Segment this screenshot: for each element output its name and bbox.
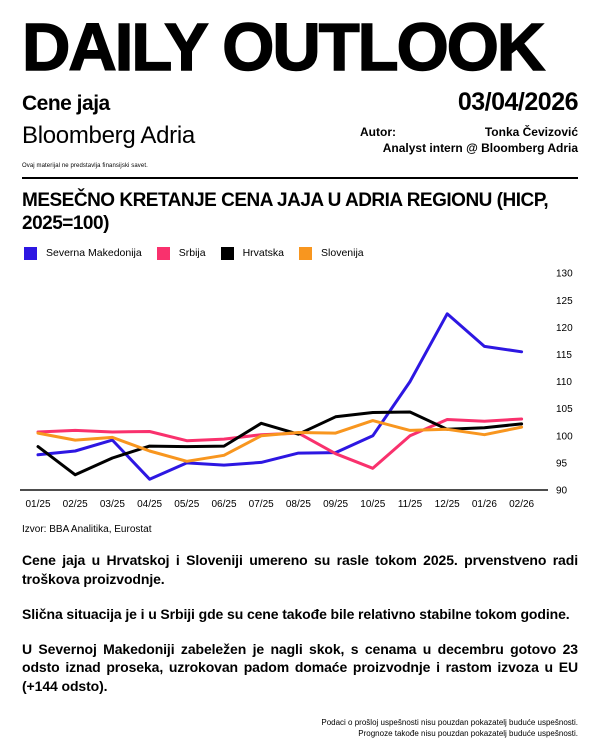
y-tick-label: 125 (556, 296, 573, 307)
x-tick-label: 08/25 (286, 499, 311, 510)
author-name: Tonka Čevizović (484, 125, 578, 140)
paragraph-croatia-slovenia: Cene jaja u Hrvatskoj i Sloveniji umeren… (22, 551, 578, 587)
chart-section: MESEČNO KRETANJE CENA JAJA U ADRIA REGIO… (20, 190, 578, 535)
x-tick-label: 05/25 (174, 499, 199, 510)
x-tick-label: 06/25 (211, 499, 236, 510)
line-chart: 90 95 100 105 110 115 120 125 130 01/25 02/25 03/25… (20, 269, 573, 510)
y-tick-label: 105 (556, 404, 573, 415)
author-role: Analyst intern @ Bloomberg Adria (382, 140, 578, 155)
y-tick-label: 90 (556, 485, 568, 496)
series-line-hrvatska (36, 410, 524, 477)
legend-swatch (24, 246, 37, 260)
series-line-severna-makedonija (36, 312, 524, 481)
header-disclaimer: Ovaj materijal ne predstavlja finansijsk… (22, 163, 148, 170)
issue-date: 03/04/2026 (457, 88, 579, 117)
x-tick-label: 11/25 (398, 499, 423, 510)
legend-swatch (299, 246, 313, 260)
legend-swatch (156, 246, 170, 260)
y-tick-label: 130 (556, 269, 573, 280)
brand-row: Bloomberg Adria Autor: Tonka Čevizović A… (22, 122, 578, 156)
footer-disclaimer-line1: Podaci o prošloj uspešnosti nisu pouzdan… (321, 717, 578, 727)
subject-title: Cene jaja (22, 92, 110, 116)
x-tick-label: 10/25 (360, 499, 385, 510)
x-tick-label: 04/25 (137, 499, 162, 510)
chart-title: MESEČNO KRETANJE CENA JAJA U ADRIA REGIO… (22, 190, 549, 234)
x-tick-label: 01/26 (472, 499, 497, 510)
author-block: Autor: Tonka Čevizović Analyst intern @ … (360, 122, 578, 156)
x-tick-label: 09/25 (323, 499, 348, 510)
commentary-section: Cene jaja u Hrvatskoj i Sloveniji umeren… (22, 551, 578, 696)
author-line: Autor: Tonka Čevizović (360, 125, 578, 141)
legend-swatch (220, 246, 234, 260)
x-tick-label: 01/25 (25, 499, 50, 510)
x-tick-label: 12/25 (435, 499, 460, 510)
source-line: Izvor: BBA Analitika, Eurostat (22, 523, 152, 535)
paragraph-serbia: Slična situacija je i u Srbiji gde su ce… (22, 605, 570, 622)
masthead-title: DAILY OUTLOOK (21, 10, 546, 85)
y-tick-label: 115 (556, 350, 572, 361)
legend-label: Severna Makedonija (46, 247, 142, 260)
page-header: DAILY OUTLOOK Cene jaja 03/04/2026 Bloom… (21, 0, 579, 170)
author-label: Autor: (360, 125, 396, 140)
subject-row: Cene jaja 03/04/2026 (22, 88, 579, 117)
y-tick-label: 110 (556, 377, 572, 388)
y-tick-label: 100 (556, 431, 573, 442)
brand-name: Bloomberg Adria (22, 122, 195, 150)
y-tick-label: 120 (556, 323, 573, 334)
x-tick-label: 07/25 (249, 499, 274, 510)
page-footer: Podaci o prošloj uspešnosti nisu pouzdan… (321, 717, 578, 740)
x-tick-label: 02/25 (63, 499, 88, 510)
chart-legend: Severna Makedonija Srbija Hrvatska Slovenij… (24, 246, 578, 260)
x-tick-label: 02/26 (509, 499, 534, 510)
y-tick-label: 95 (556, 458, 568, 469)
legend-item-slovenija: Slovenija (299, 246, 364, 260)
paragraph-north-macedonia: U Severnoj Makedoniji zabeležen je nagli… (22, 640, 578, 695)
legend-label: Hrvatska (242, 247, 285, 260)
footer-disclaimer-line2: Prognoze takođe nisu pouzdan pokazatelj … (358, 729, 578, 739)
series-line-srbija (36, 417, 524, 470)
legend-label: Slovenija (321, 247, 364, 260)
legend-item-srbija: Srbija (156, 246, 206, 260)
legend-item-severna-makedonija: Severna Makedonija (24, 246, 142, 260)
legend-item-hrvatska: Hrvatska (220, 246, 285, 260)
legend-label: Srbija (178, 247, 206, 260)
header-divider (22, 177, 578, 180)
series-line-slovenija (36, 419, 524, 463)
x-tick-label: 03/25 (100, 499, 125, 510)
